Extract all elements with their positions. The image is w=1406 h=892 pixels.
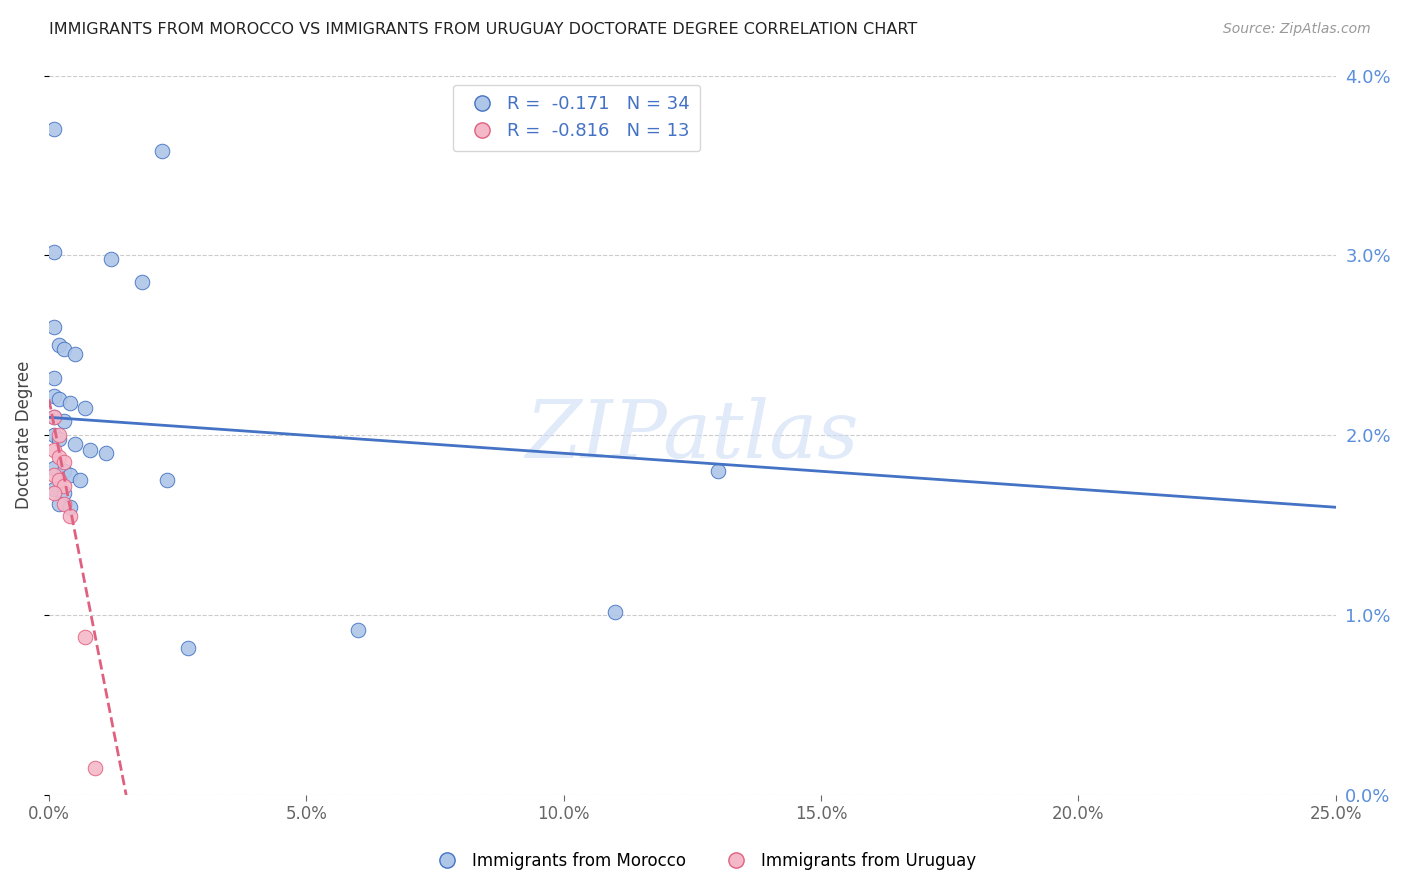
Text: IMMIGRANTS FROM MOROCCO VS IMMIGRANTS FROM URUGUAY DOCTORATE DEGREE CORRELATION : IMMIGRANTS FROM MOROCCO VS IMMIGRANTS FR… [49,22,918,37]
Point [48,432,70,446]
Point [79,442,101,457]
Point [84,761,107,775]
Point [58,509,80,524]
Point [48,497,70,511]
Point [177,640,200,655]
Point [58,396,80,410]
Point [42,389,65,403]
Point [42,482,65,496]
Text: ZIPatlas: ZIPatlas [526,397,859,474]
Point [48,473,70,487]
Point [63,347,86,361]
Point [53,486,76,500]
Y-axis label: Doctorate Degree: Doctorate Degree [15,361,32,509]
Point [53,497,76,511]
Point [58,500,80,515]
Point [53,414,76,428]
Point [42,460,65,475]
Point [707,464,730,478]
Point [48,428,70,442]
Point [94,446,117,460]
Point [58,467,80,482]
Point [42,122,65,136]
Point [42,486,65,500]
Point [42,410,65,425]
Point [53,478,76,492]
Point [48,392,70,407]
Point [42,442,65,457]
Point [100,252,122,266]
Point [53,455,76,469]
Point [346,623,368,637]
Point [73,630,96,644]
Point [42,467,65,482]
Point [48,450,70,464]
Point [42,244,65,259]
Point [150,144,173,158]
Legend: Immigrants from Morocco, Immigrants from Uruguay: Immigrants from Morocco, Immigrants from… [423,846,983,877]
Point [603,605,626,619]
Point [53,342,76,356]
Point [42,410,65,425]
Point [131,276,153,290]
Point [69,473,91,487]
Point [48,338,70,352]
Point [42,370,65,384]
Point [53,464,76,478]
Point [42,320,65,334]
Point [42,428,65,442]
Text: Source: ZipAtlas.com: Source: ZipAtlas.com [1223,22,1371,37]
Point [156,473,179,487]
Point [63,437,86,451]
Legend: R =  -0.171   N = 34, R =  -0.816   N = 13: R = -0.171 N = 34, R = -0.816 N = 13 [453,85,700,152]
Point [73,401,96,416]
